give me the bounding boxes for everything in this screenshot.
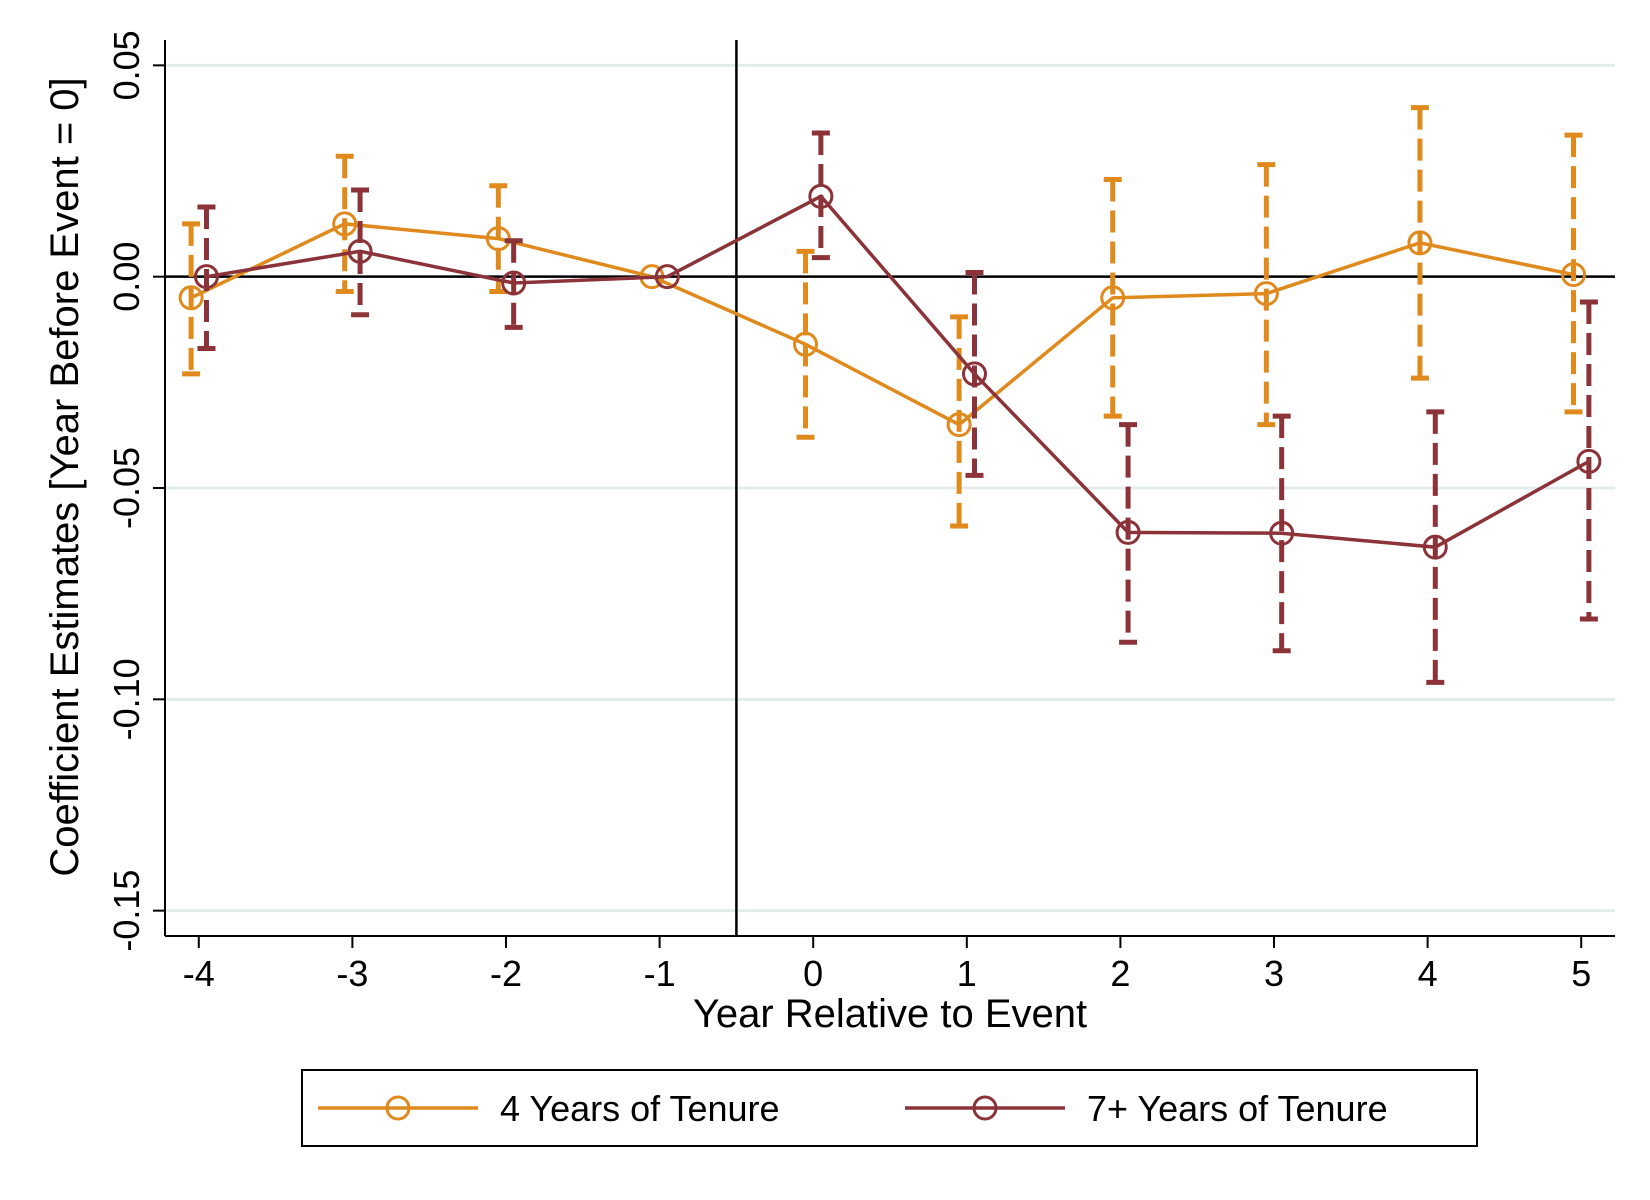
x-tick-label: -2 bbox=[490, 953, 522, 994]
data-point bbox=[1561, 262, 1587, 288]
x-axis-title: Year Relative to Event bbox=[693, 992, 1087, 1036]
x-tick-label: -4 bbox=[183, 953, 215, 994]
x-tick-label: -1 bbox=[644, 953, 676, 994]
data-point bbox=[1576, 448, 1602, 474]
x-tick-label: 0 bbox=[803, 953, 823, 994]
legend: 4 Years of Tenure 7+ Years of Tenure bbox=[301, 1069, 1478, 1147]
data-point bbox=[654, 264, 680, 290]
data-point bbox=[1407, 230, 1433, 256]
data-point bbox=[1422, 534, 1448, 560]
data-point bbox=[1100, 285, 1126, 311]
gridlines bbox=[165, 63, 1615, 913]
y-tick-label: -0.05 bbox=[106, 447, 147, 529]
data-point bbox=[946, 412, 972, 438]
legend-marker-series-1 bbox=[385, 1095, 411, 1121]
y-tick-label: 0.00 bbox=[106, 242, 147, 312]
data-point bbox=[347, 238, 373, 264]
x-tick-label: -3 bbox=[336, 953, 368, 994]
data-point bbox=[1253, 281, 1279, 307]
data-point bbox=[1115, 519, 1141, 545]
series-1 bbox=[178, 105, 1587, 529]
data-point bbox=[193, 264, 219, 290]
axes: 0.05 0.00 -0.05 -0.10 -0.15 -4 -3 -2 -1 0 1 2 3 4 5 bbox=[106, 30, 1615, 994]
y-tick-label: -0.10 bbox=[106, 658, 147, 740]
legend-marker-series-2 bbox=[972, 1095, 998, 1121]
series-2 bbox=[193, 130, 1602, 685]
data-point bbox=[501, 270, 527, 296]
legend-label-series-2: 7+ Years of Tenure bbox=[1087, 1088, 1388, 1129]
legend-label-series-1: 4 Years of Tenure bbox=[500, 1088, 780, 1129]
series-layer bbox=[178, 105, 1602, 685]
data-point bbox=[1269, 520, 1295, 546]
data-point bbox=[793, 331, 819, 357]
series-line bbox=[206, 194, 1590, 549]
data-point bbox=[808, 183, 834, 209]
legend-box bbox=[301, 1069, 1478, 1147]
x-tick-label: 1 bbox=[957, 953, 977, 994]
x-tick-label: 3 bbox=[1264, 953, 1284, 994]
data-point bbox=[961, 361, 987, 387]
data-point bbox=[332, 211, 358, 237]
series-line bbox=[190, 222, 1574, 427]
y-tick-label: 0.05 bbox=[106, 30, 147, 100]
x-tick-label: 2 bbox=[1110, 953, 1130, 994]
data-point bbox=[178, 285, 204, 311]
x-tick-label: 5 bbox=[1571, 953, 1591, 994]
y-axis-title: Coefficient Estimates [Year Before Event… bbox=[43, 77, 87, 876]
x-tick-label: 4 bbox=[1418, 953, 1438, 994]
y-tick-label: -0.15 bbox=[106, 870, 147, 952]
